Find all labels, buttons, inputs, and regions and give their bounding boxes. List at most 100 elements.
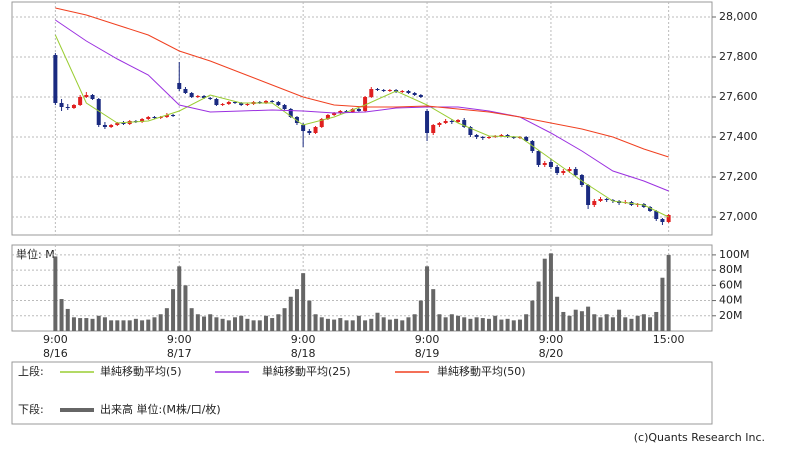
- footer: (c)Quants Research Inc.: [634, 431, 765, 444]
- volume-bar: [573, 309, 578, 331]
- x-tick-label: 9:00: [291, 333, 316, 346]
- y-tick-label: 27,800: [719, 50, 758, 63]
- y-tick-label: 20M: [719, 309, 743, 322]
- volume-bar: [257, 320, 262, 331]
- volume-bar: [233, 317, 238, 331]
- volume-bar: [654, 311, 659, 331]
- volume-bar: [598, 317, 603, 331]
- candle-body: [648, 207, 653, 211]
- candle-body: [270, 101, 275, 102]
- x-tick-date: 8/18: [291, 347, 316, 360]
- candle-body: [226, 102, 231, 104]
- candle-body: [189, 93, 194, 97]
- volume-bar: [263, 315, 268, 331]
- candle-body: [214, 99, 219, 105]
- candle-body: [474, 135, 479, 137]
- volume-bar: [226, 320, 231, 331]
- candle-body: [654, 211, 659, 219]
- volume-bar: [164, 308, 169, 331]
- candle-body: [177, 83, 182, 89]
- volume-bar: [511, 320, 516, 331]
- candle-body: [288, 109, 293, 117]
- volume-bar: [239, 315, 244, 331]
- candle-body: [573, 169, 578, 175]
- candle-body: [115, 123, 120, 125]
- candle-body: [437, 123, 442, 125]
- volume-bar: [394, 318, 399, 331]
- x-tick-date: 8/17: [167, 347, 192, 360]
- volume-bar: [127, 320, 132, 331]
- candle-body: [164, 115, 169, 117]
- candle-body: [332, 113, 337, 115]
- candle-body: [313, 127, 318, 133]
- volume-bar: [456, 315, 461, 331]
- volume-bar: [115, 320, 120, 331]
- volume-bar: [71, 317, 76, 331]
- candle-body: [468, 127, 473, 135]
- legend-label: 出来高 単位:(M株/口/枚): [100, 402, 221, 416]
- volume-bar: [375, 312, 380, 331]
- volume-bar: [146, 319, 151, 331]
- volume-bar: [140, 320, 145, 331]
- candle-body: [319, 119, 324, 127]
- volume-bar: [53, 256, 58, 331]
- candle-body: [555, 167, 560, 173]
- candle-body: [263, 101, 268, 103]
- candle-body: [53, 55, 58, 103]
- volume-bar: [586, 306, 591, 331]
- legend-prefix: 上段:: [18, 364, 44, 378]
- volume-bar: [437, 314, 442, 331]
- volume-bar: [133, 318, 138, 331]
- volume-bar: [443, 317, 448, 331]
- volume-bar: [121, 320, 126, 331]
- volume-bar: [617, 309, 622, 331]
- x-tick-label: 9:00: [167, 333, 192, 346]
- x-tick-date: 8/20: [539, 347, 564, 360]
- candle-body: [276, 102, 281, 105]
- volume-bar: [418, 300, 423, 331]
- candle-body: [567, 169, 572, 171]
- volume-bar: [245, 318, 250, 331]
- candle-body: [171, 115, 176, 116]
- y-tick-label: 40M: [719, 294, 743, 307]
- x-tick-date: 8/19: [415, 347, 440, 360]
- volume-bar: [177, 266, 182, 331]
- y-tick-label: 27,600: [719, 90, 758, 103]
- volume-bar: [158, 314, 163, 331]
- candle-body: [579, 175, 584, 185]
- volume-bar: [195, 314, 200, 331]
- candle-body: [462, 120, 467, 127]
- candle-body: [202, 96, 207, 98]
- candle-body: [431, 125, 436, 133]
- volume-bar: [301, 273, 306, 331]
- candle-body: [146, 117, 151, 119]
- volume-bar: [623, 317, 628, 331]
- volume-bar: [313, 314, 318, 331]
- volume-bar: [220, 318, 225, 331]
- volume-bar: [505, 318, 510, 331]
- volume-bar: [202, 316, 207, 331]
- candle-body: [387, 90, 392, 91]
- volume-bar: [294, 289, 299, 331]
- volume-bar: [344, 320, 349, 331]
- candle-body: [604, 199, 609, 200]
- volume-bar: [102, 317, 107, 331]
- volume-bar: [400, 320, 405, 331]
- candle-body: [121, 123, 126, 124]
- y-tick-label: 80M: [719, 263, 743, 276]
- candle-body: [660, 219, 665, 222]
- volume-bar: [363, 320, 368, 331]
- candle-body: [183, 89, 188, 93]
- volume-bar: [517, 319, 522, 331]
- volume-bar: [208, 314, 213, 331]
- volume-bar: [462, 317, 467, 331]
- candle-body: [666, 215, 671, 222]
- candle-body: [592, 201, 597, 205]
- candle-body: [480, 137, 485, 138]
- candle-body: [511, 137, 516, 138]
- candle-body: [548, 162, 553, 167]
- candle-body: [84, 95, 89, 97]
- x-tick-date: 8/16: [43, 347, 68, 360]
- candle-body: [449, 121, 454, 122]
- candle-body: [239, 103, 244, 105]
